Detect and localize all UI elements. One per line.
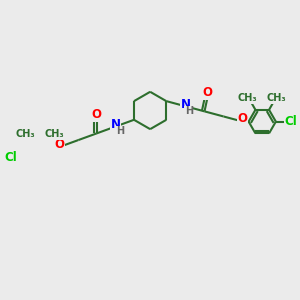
Text: Cl: Cl [5, 151, 17, 164]
Text: O: O [92, 108, 102, 121]
Text: O: O [238, 112, 248, 125]
Text: CH₃: CH₃ [16, 129, 35, 140]
Text: O: O [55, 138, 65, 151]
Text: H: H [185, 106, 193, 116]
Text: Cl: Cl [285, 115, 298, 128]
Text: CH₃: CH₃ [267, 93, 286, 103]
Text: CH₃: CH₃ [238, 93, 258, 103]
Text: O: O [203, 86, 213, 99]
Text: N: N [180, 98, 190, 111]
Text: H: H [116, 126, 124, 136]
Text: N: N [110, 118, 120, 131]
Text: CH₃: CH₃ [45, 129, 64, 140]
